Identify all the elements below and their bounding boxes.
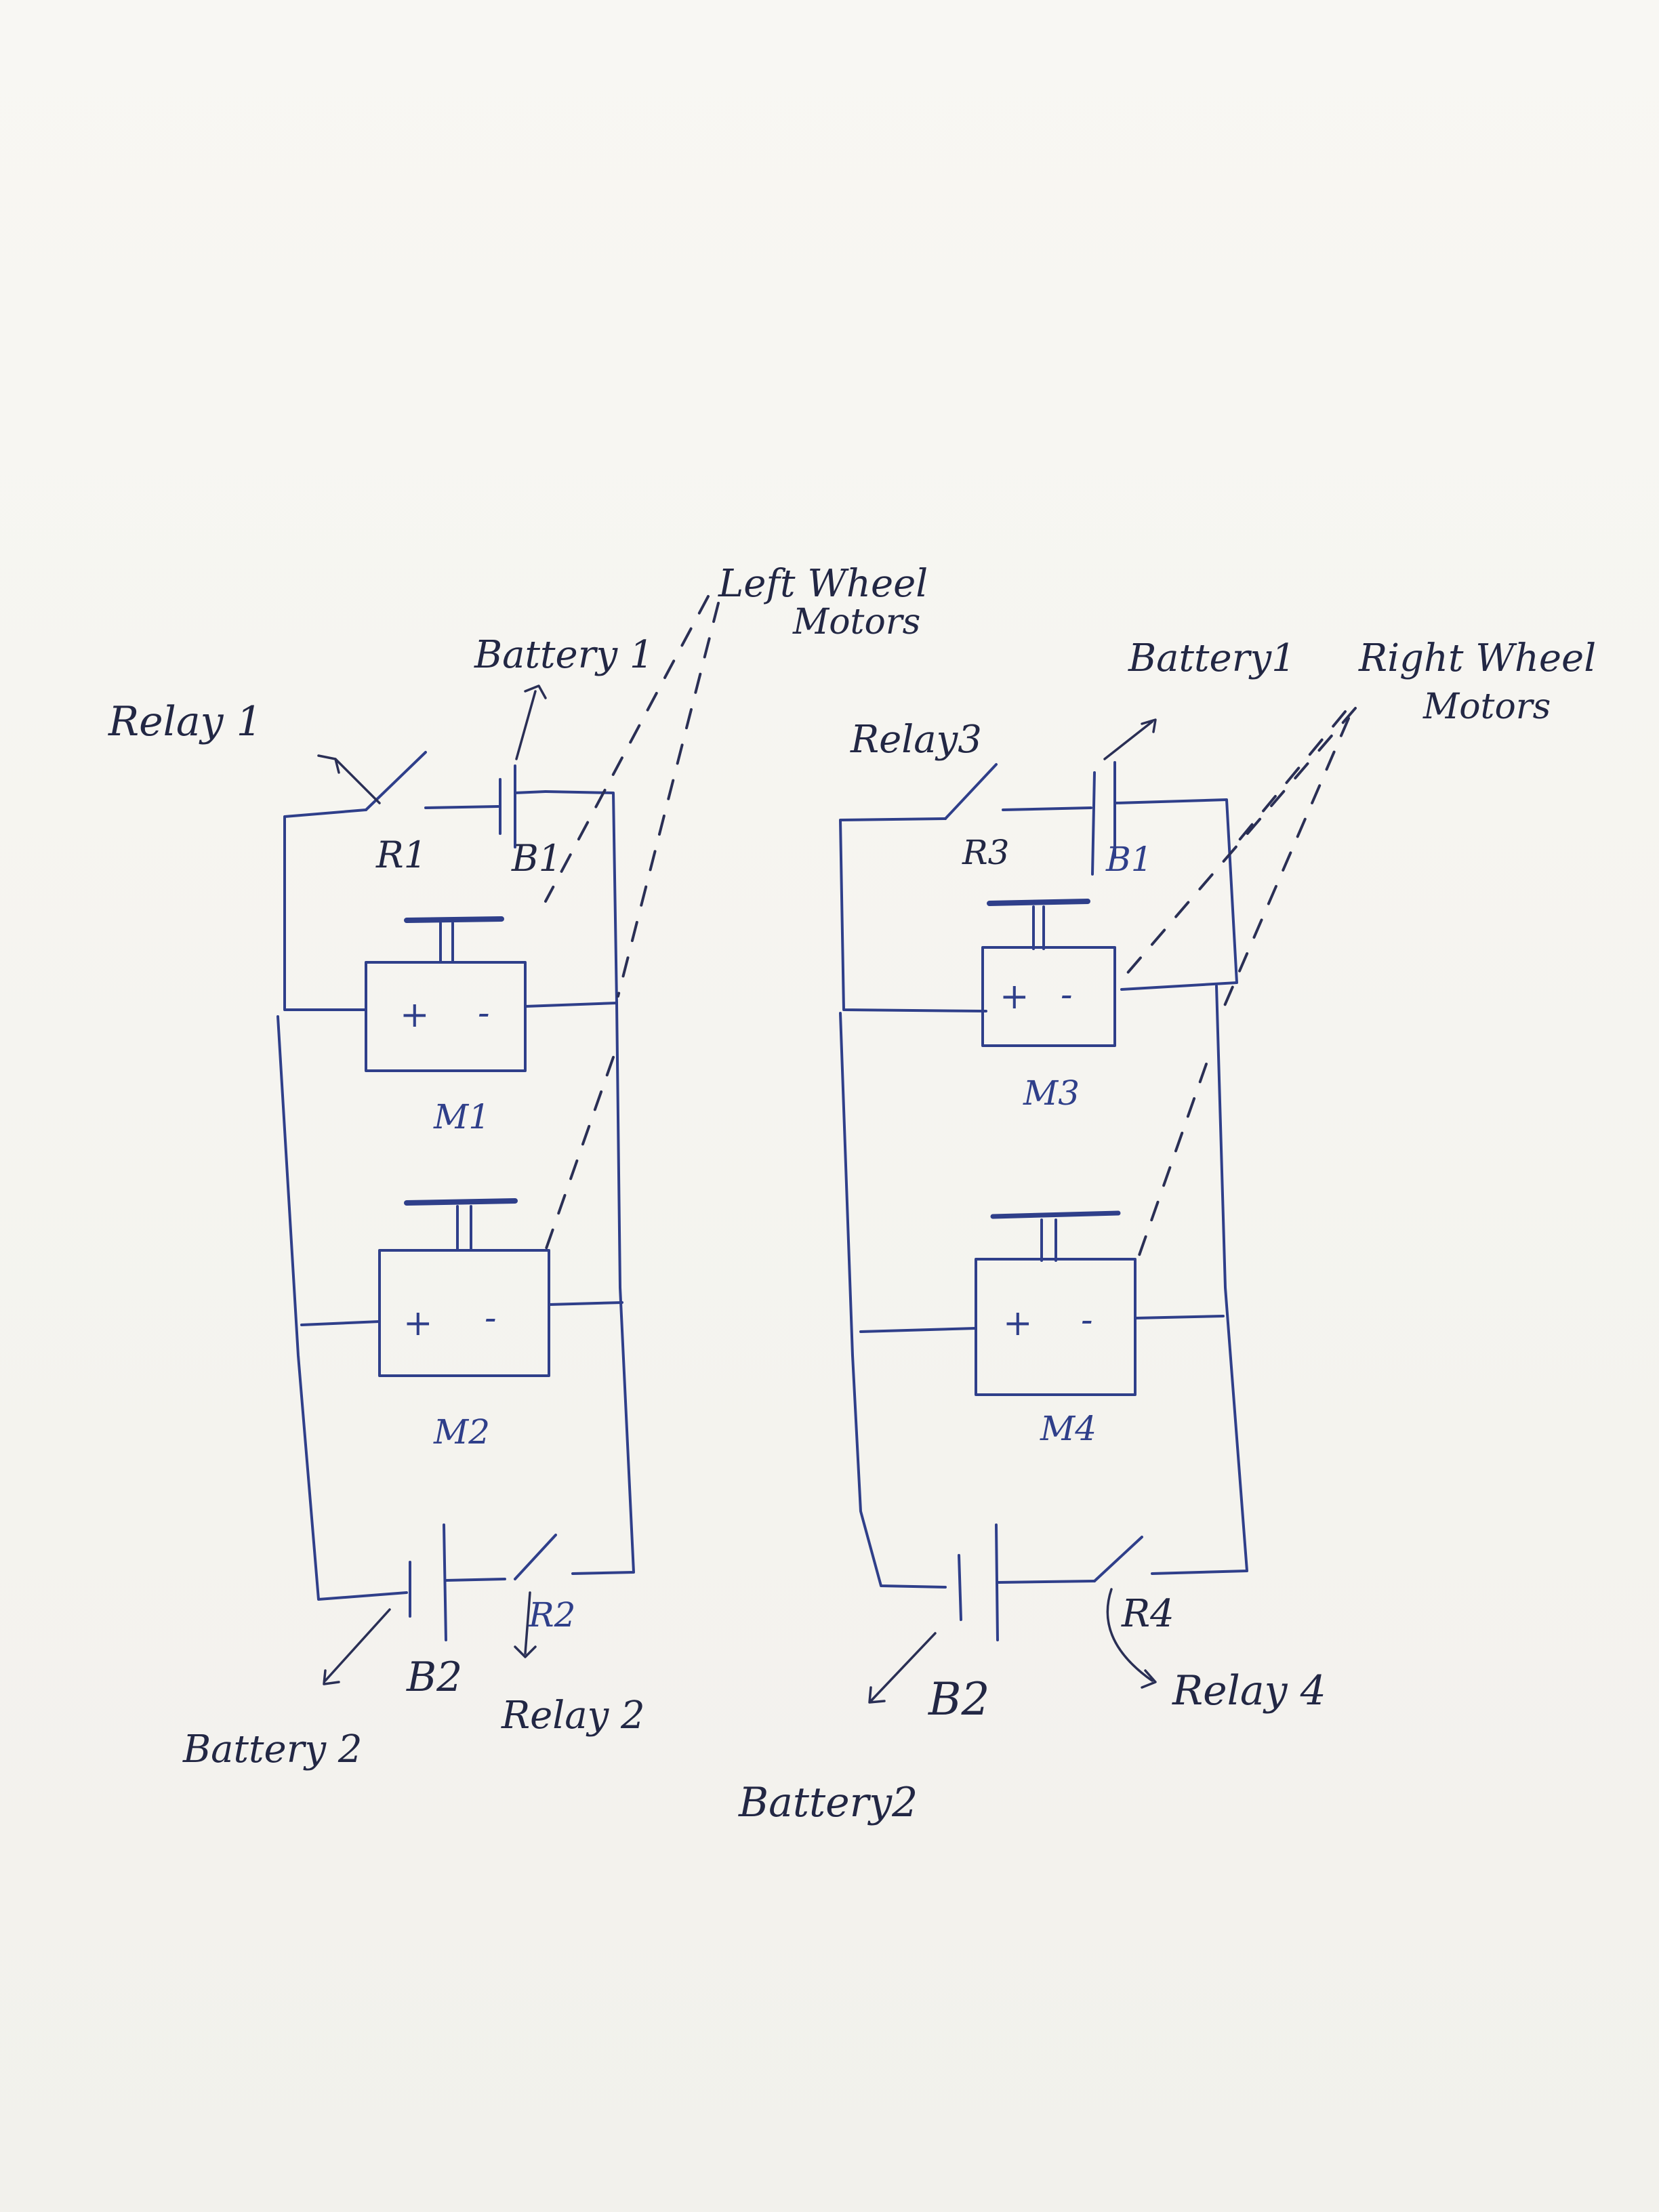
m2-right-wire: [548, 1301, 623, 1306]
b2-right-plate: [443, 1523, 447, 1641]
left-circuit: [276, 751, 635, 1641]
right-motors-leader-1: [1124, 707, 1357, 977]
m3-plus: +: [1000, 977, 1029, 1017]
m2-label: M2: [433, 1412, 490, 1452]
left-r1-to-b1-wire: [424, 805, 499, 809]
m1-right-wire: [524, 1002, 618, 1008]
m2-left-wire: [300, 1320, 381, 1326]
battery2-right-label: Battery2: [738, 1779, 918, 1826]
b2-to-r2-wire: [445, 1578, 506, 1582]
right-motors-label-line2: Motors: [1422, 687, 1551, 727]
m4-right-wire: [1134, 1315, 1225, 1319]
m4-plus: +: [1003, 1303, 1033, 1344]
left-motors-leader-3: [544, 1056, 615, 1252]
b1r-left-plate: [1091, 771, 1096, 876]
right-motors-leader-3: [1218, 717, 1350, 1018]
m4-left-wire: [859, 1327, 977, 1333]
left-motors-leader-2: [617, 602, 720, 998]
r3-label: R3: [962, 833, 1009, 872]
r4-label: R4: [1121, 1592, 1174, 1636]
right-right-rail: [1151, 985, 1248, 1575]
m3-minus: -: [1061, 975, 1073, 1015]
left-b1-right-wire: [544, 790, 618, 1004]
left-top-loop-wire: [283, 808, 367, 1011]
relay3-switch-blade: [944, 763, 998, 820]
left-outer-rail: [276, 1015, 408, 1601]
battery2-left-label: Battery 2: [182, 1727, 363, 1771]
battery1-right-arrow: [1103, 718, 1157, 760]
motor-m2-box: [378, 1249, 550, 1377]
right-left-rail: [839, 1012, 947, 1589]
m1-label: M1: [433, 1097, 490, 1136]
relay2-arrow: [514, 1591, 537, 1658]
battery2-right-arrow: [868, 1632, 937, 1704]
relay1-label: Relay 1: [108, 698, 262, 745]
battery1-left-arrow: [515, 684, 547, 760]
right-motors-leader-2: [1232, 710, 1347, 848]
m1-plus: +: [400, 995, 430, 1036]
b1-right-label: B1: [1105, 840, 1153, 879]
battery2-left-arrow: [323, 1608, 391, 1685]
m1-shaft-bar: [404, 916, 504, 923]
relay1-switch-blade: [365, 751, 427, 811]
annotation-arrows: [317, 684, 1157, 1704]
m3-label: M3: [1023, 1073, 1080, 1113]
b2r-left-plate: [958, 1554, 962, 1621]
m1-minus: -: [478, 993, 490, 1033]
battery1-right-label: Battery1: [1128, 636, 1296, 680]
left-motors-label-line2: Motors: [792, 602, 920, 642]
b1-left-label: B1: [511, 837, 562, 880]
motor-m1-box: [365, 961, 527, 1072]
b2-left-label: B2: [406, 1654, 462, 1701]
motor-m3-box: [981, 946, 1116, 1047]
b1-lead: [514, 790, 547, 794]
relay4-switch-blade: [1093, 1536, 1143, 1582]
motor-m4-box: [975, 1258, 1136, 1396]
right-r3-to-b1-wire: [1002, 806, 1092, 811]
m4-minus: -: [1081, 1300, 1093, 1340]
m2-shaft-bar: [404, 1198, 518, 1206]
m3-shaft-bar: [987, 899, 1090, 906]
m2-minus: -: [485, 1298, 497, 1338]
b2r-to-r4-wire: [996, 1580, 1096, 1584]
battery1-left-label: Battery 1: [474, 633, 654, 677]
relay4-arrow: [1106, 1588, 1157, 1689]
right-motors-leader-4: [1137, 1063, 1208, 1258]
left-motors-label-line1: Left Wheel: [718, 562, 928, 606]
relay1-arrow: [317, 754, 381, 804]
right-motors-label-line1: Right Wheel: [1358, 636, 1596, 680]
m4-shaft-bar: [990, 1210, 1121, 1219]
right-circuit: [839, 761, 1248, 1641]
right-top-loop-wire: [839, 817, 987, 1012]
m4-label: M4: [1040, 1409, 1097, 1448]
relay3-label: Relay3: [850, 718, 982, 762]
r1-label: R1: [375, 834, 427, 876]
relay2-switch-blade: [514, 1534, 557, 1580]
right-outer-rail: [571, 1002, 635, 1575]
right-b1-right-wire: [1113, 798, 1238, 991]
b2-right-label: B2: [928, 1673, 990, 1725]
labels: Left Wheel Motors Right Wheel Motors Rel…: [108, 562, 1596, 1826]
relay4-label: Relay 4: [1172, 1667, 1326, 1715]
relay2-label: Relay 2: [501, 1694, 645, 1738]
annotation-leaders: [544, 595, 1357, 1258]
r2-label: R2: [528, 1595, 575, 1635]
m2-plus: +: [403, 1303, 433, 1344]
